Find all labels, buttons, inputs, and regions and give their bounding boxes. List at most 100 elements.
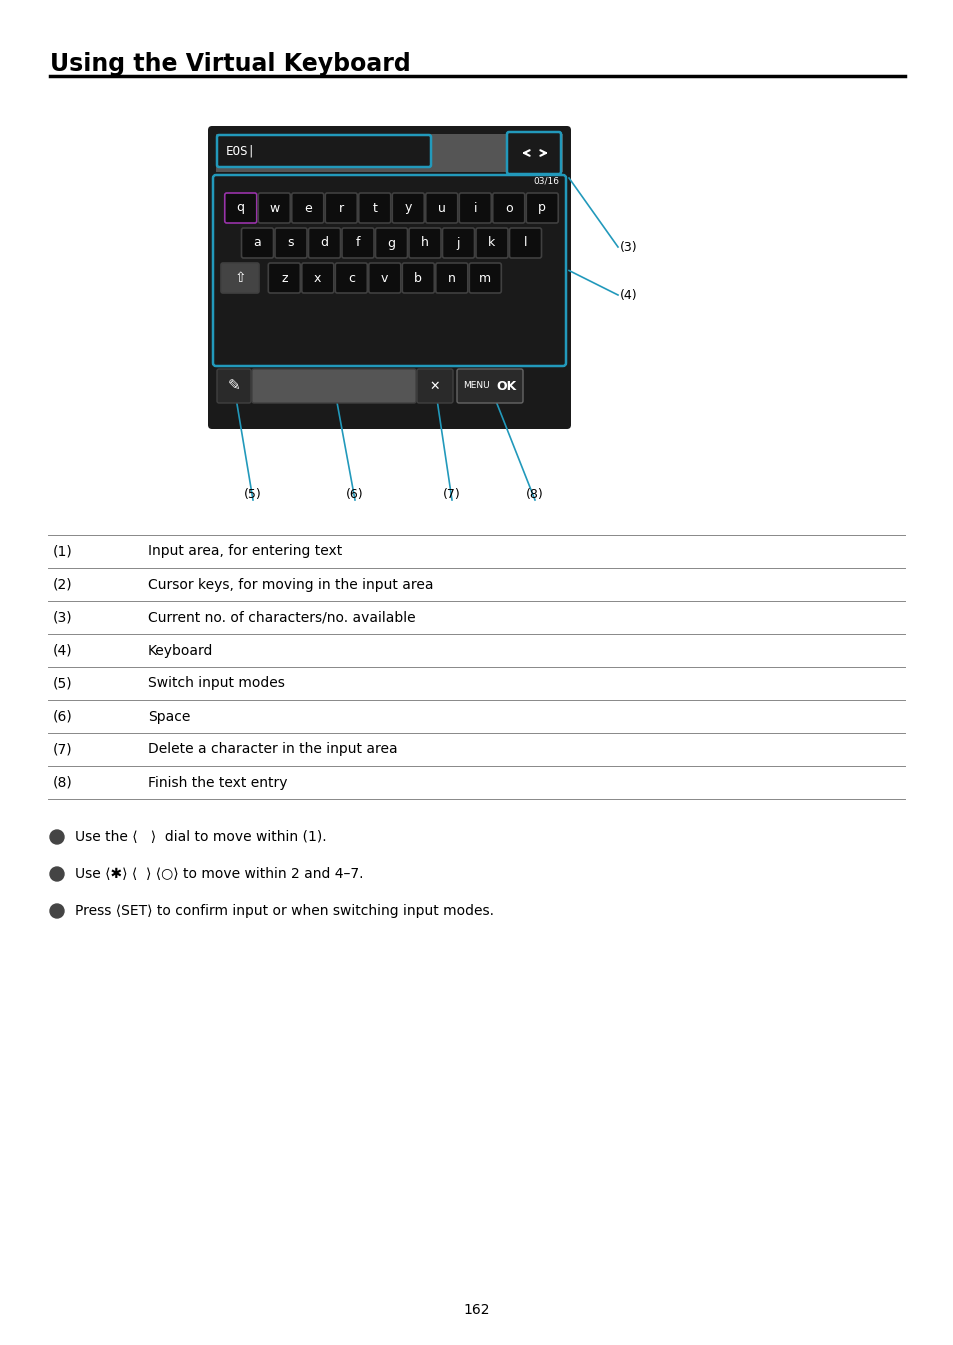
FancyBboxPatch shape [221, 264, 258, 293]
Circle shape [50, 830, 64, 845]
FancyBboxPatch shape [252, 369, 416, 404]
Text: g: g [387, 237, 395, 250]
Text: q: q [236, 202, 245, 214]
Text: Input area, for entering text: Input area, for entering text [148, 545, 342, 558]
Text: (2): (2) [520, 148, 538, 161]
FancyBboxPatch shape [216, 134, 431, 167]
FancyBboxPatch shape [325, 192, 356, 223]
Text: Delete a character in the input area: Delete a character in the input area [148, 742, 397, 756]
Text: 03/16: 03/16 [533, 176, 558, 186]
Text: (3): (3) [619, 241, 637, 253]
FancyBboxPatch shape [456, 369, 522, 404]
Text: MENU: MENU [462, 382, 489, 390]
FancyBboxPatch shape [208, 126, 571, 429]
Text: j: j [456, 237, 459, 250]
Text: i: i [473, 202, 476, 214]
FancyBboxPatch shape [409, 229, 440, 258]
Circle shape [50, 868, 64, 881]
FancyBboxPatch shape [274, 229, 307, 258]
Text: f: f [355, 237, 360, 250]
Text: v: v [380, 272, 388, 285]
Text: t: t [372, 202, 376, 214]
Text: d: d [320, 237, 328, 250]
Text: (4): (4) [53, 643, 72, 658]
Text: h: h [420, 237, 429, 250]
FancyBboxPatch shape [258, 192, 290, 223]
FancyBboxPatch shape [476, 229, 507, 258]
Text: (8): (8) [525, 488, 543, 500]
Text: Press ⟨SET⟩ to confirm input or when switching input modes.: Press ⟨SET⟩ to confirm input or when swi… [75, 904, 494, 919]
FancyBboxPatch shape [301, 264, 334, 293]
FancyBboxPatch shape [216, 369, 251, 404]
Text: (1): (1) [331, 148, 349, 161]
Text: p: p [537, 202, 546, 214]
Text: r: r [338, 202, 343, 214]
Text: Use ⟨✱⟩ ⟨  ⟩ ⟨○⟩ to move within 2 and 4–7.: Use ⟨✱⟩ ⟨ ⟩ ⟨○⟩ to move within 2 and 4–7… [75, 868, 363, 881]
Text: l: l [523, 237, 527, 250]
FancyBboxPatch shape [308, 229, 340, 258]
FancyBboxPatch shape [402, 264, 434, 293]
FancyBboxPatch shape [493, 192, 524, 223]
Text: c: c [348, 272, 355, 285]
Text: EOS|: EOS| [226, 144, 255, 157]
FancyBboxPatch shape [213, 175, 565, 366]
Text: y: y [404, 202, 412, 214]
FancyBboxPatch shape [392, 192, 424, 223]
Text: x: x [314, 272, 321, 285]
Text: (7): (7) [442, 488, 460, 500]
Text: Switch input modes: Switch input modes [148, 677, 285, 690]
Text: u: u [437, 202, 445, 214]
Text: (5): (5) [244, 488, 262, 500]
Text: (7): (7) [53, 742, 72, 756]
Text: k: k [488, 237, 496, 250]
FancyBboxPatch shape [375, 229, 407, 258]
Text: a: a [253, 237, 261, 250]
Text: m: m [478, 272, 491, 285]
Bar [215, 134, 562, 172]
Text: n: n [447, 272, 456, 285]
FancyBboxPatch shape [268, 264, 300, 293]
Text: ⇧: ⇧ [233, 270, 246, 285]
Text: (2): (2) [53, 577, 72, 592]
Text: (3): (3) [53, 611, 72, 624]
Text: w: w [269, 202, 279, 214]
Text: s: s [288, 237, 294, 250]
Text: b: b [414, 272, 422, 285]
Text: z: z [281, 272, 287, 285]
Text: Current no. of characters/no. available: Current no. of characters/no. available [148, 611, 416, 624]
Text: ✕: ✕ [429, 379, 439, 393]
Text: 162: 162 [463, 1303, 490, 1317]
FancyBboxPatch shape [442, 229, 474, 258]
FancyBboxPatch shape [469, 264, 500, 293]
Text: Using the Virtual Keyboard: Using the Virtual Keyboard [50, 52, 411, 77]
Text: Use the ⟨   ⟩  dial to move within (1).: Use the ⟨ ⟩ dial to move within (1). [75, 830, 326, 845]
FancyBboxPatch shape [369, 264, 400, 293]
Text: o: o [504, 202, 512, 214]
FancyBboxPatch shape [341, 229, 374, 258]
FancyBboxPatch shape [225, 192, 256, 223]
Text: OK: OK [497, 379, 517, 393]
Text: (8): (8) [53, 776, 72, 790]
Circle shape [50, 904, 64, 919]
Text: Keyboard: Keyboard [148, 643, 213, 658]
FancyBboxPatch shape [241, 229, 274, 258]
Text: (6): (6) [53, 710, 72, 724]
FancyBboxPatch shape [458, 192, 491, 223]
FancyBboxPatch shape [335, 264, 367, 293]
Text: (5): (5) [53, 677, 72, 690]
Text: (4): (4) [619, 288, 637, 301]
Text: e: e [304, 202, 312, 214]
Text: Finish the text entry: Finish the text entry [148, 776, 287, 790]
FancyBboxPatch shape [416, 369, 453, 404]
FancyBboxPatch shape [292, 192, 323, 223]
FancyBboxPatch shape [509, 229, 541, 258]
Text: (6): (6) [346, 488, 363, 500]
Text: Cursor keys, for moving in the input area: Cursor keys, for moving in the input are… [148, 577, 433, 592]
FancyBboxPatch shape [506, 132, 560, 174]
Text: (1): (1) [53, 545, 72, 558]
Text: ✎: ✎ [228, 378, 240, 394]
FancyBboxPatch shape [358, 192, 391, 223]
Text: Space: Space [148, 710, 191, 724]
FancyBboxPatch shape [436, 264, 467, 293]
FancyBboxPatch shape [526, 192, 558, 223]
